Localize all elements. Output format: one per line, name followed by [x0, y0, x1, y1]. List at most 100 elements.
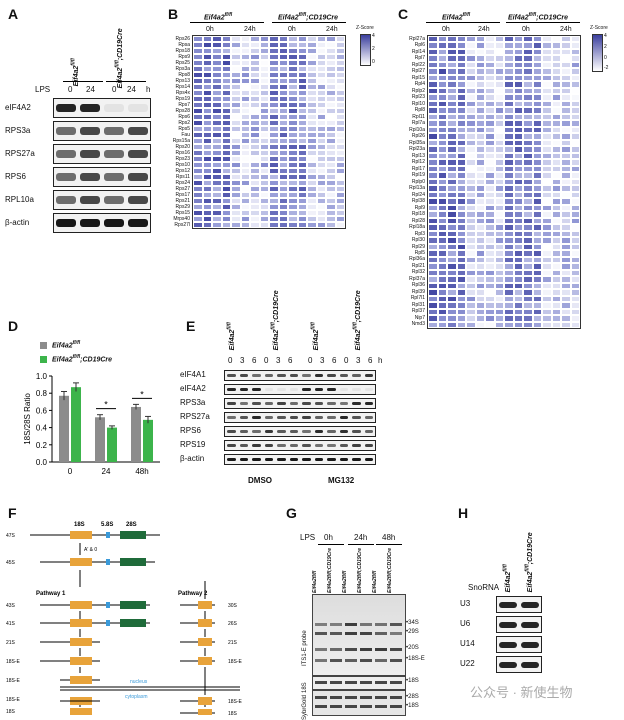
heatmap-cell — [240, 186, 250, 192]
heatmap-cell — [561, 55, 571, 62]
heatmap-cell — [428, 295, 438, 303]
heatmap-cell — [288, 78, 298, 84]
heatmap-cell — [202, 174, 212, 180]
heatmap-cell — [212, 144, 222, 150]
time-label: 24 — [127, 85, 136, 94]
gene-label: Rps27 — [175, 186, 190, 192]
heatmap-cell — [259, 162, 269, 168]
heatmap-cell — [212, 198, 222, 204]
heatmap-cell — [316, 66, 326, 72]
heatmap-cell — [561, 139, 571, 147]
heatmap-cell — [504, 295, 514, 303]
heatmap-cell — [466, 36, 476, 43]
heatmap-cell — [231, 216, 241, 222]
panel-d: Eif4a2fl/fl Eif4a2fl/fl;CD19Cre 0.0 0.2 0.… — [0, 330, 170, 490]
heatmap-cell — [504, 191, 514, 199]
gene-label: Rps9 — [178, 54, 190, 60]
heatmap-cell — [288, 66, 298, 72]
heatmap-cell — [504, 308, 514, 316]
heatmap-cell — [551, 48, 561, 56]
heatmap-cell — [570, 263, 580, 270]
heatmap-cell — [307, 216, 317, 222]
gel-band — [345, 705, 357, 708]
legend-label-ctrl: Eif4a2fl/fl — [52, 340, 81, 350]
heatmap-b — [192, 35, 346, 229]
18s-block — [70, 558, 92, 566]
heatmap-cell — [485, 107, 495, 114]
heatmap-cell — [523, 308, 533, 316]
heatmap-cell — [278, 108, 288, 114]
heatmap-cell — [456, 113, 466, 121]
heatmap-cell — [447, 48, 457, 56]
heatmap-cell — [494, 42, 504, 49]
heatmap-cell — [221, 114, 231, 120]
heatmap-cell — [250, 54, 260, 60]
heatmap-cell — [326, 174, 336, 180]
heatmap-cell — [466, 237, 476, 244]
heatmap-cell — [428, 185, 438, 192]
heatmap-cell — [542, 55, 552, 62]
heatmap-cell — [288, 60, 298, 66]
heatmap-cell — [307, 120, 317, 126]
heatmap-cell — [447, 217, 457, 225]
blot-band — [252, 443, 261, 448]
heatmap-cell — [494, 217, 504, 225]
gene-label: Rps8 — [178, 72, 190, 78]
heatmap-cell — [551, 243, 561, 251]
gel-band — [315, 696, 327, 699]
heatmap-cell — [532, 36, 542, 43]
blot-band — [56, 219, 76, 227]
heatmap-cell — [316, 156, 326, 162]
blot-strip — [496, 636, 542, 653]
gene-label: Nip7 — [414, 314, 425, 321]
heatmap-cell — [494, 269, 504, 277]
heatmap-cell — [202, 192, 212, 198]
heatmap-cell — [551, 302, 561, 309]
heatmap-cell — [221, 222, 231, 228]
heatmap-cell — [475, 204, 485, 212]
heatmap-cell — [212, 48, 222, 54]
lps-label: LPS — [35, 85, 51, 94]
time-label: 0 — [228, 356, 233, 365]
y-axis-label: 18S/28S Ratio — [23, 393, 32, 445]
heatmap-cell — [466, 308, 476, 316]
heatmap-cell — [513, 133, 523, 140]
time-label: 3 — [276, 356, 281, 365]
heatmap-cell — [561, 74, 571, 82]
gene-label: Mrps40 — [173, 216, 190, 222]
heatmap-cell — [221, 120, 231, 126]
heatmap-cell — [551, 204, 561, 212]
gene-label: Rpl12 — [411, 159, 425, 166]
heatmap-cell — [437, 302, 447, 309]
panel-a-label: A — [8, 6, 19, 22]
heatmap-cell — [513, 126, 523, 134]
heatmap-cell — [494, 321, 504, 328]
heatmap-cell — [428, 120, 438, 127]
heatmap-cell — [570, 185, 580, 192]
gene-label: Rpl10 — [411, 100, 425, 107]
heatmap-cell — [202, 78, 212, 84]
heatmap-cell — [259, 42, 269, 48]
heatmap-cell — [447, 308, 457, 316]
blot-band — [252, 457, 261, 462]
heatmap-cell — [428, 133, 438, 140]
heatmap-time: 0h — [442, 26, 450, 33]
heatmap-cell — [326, 216, 336, 222]
heatmap-cell — [456, 126, 466, 134]
heatmap-cell — [513, 269, 523, 277]
heatmap-cell — [269, 138, 279, 144]
heatmap-cell — [202, 222, 212, 228]
heatmap-cell — [240, 222, 250, 228]
heatmap-cell — [335, 222, 345, 228]
heatmap-cell — [307, 144, 317, 150]
heatmap-cell — [193, 60, 203, 66]
heatmap-cell — [542, 178, 552, 186]
heatmap-cell — [456, 36, 466, 43]
heatmap-cell — [231, 126, 241, 132]
heatmap-cell — [475, 133, 485, 140]
heatmap-cell — [485, 321, 495, 328]
heatmap-cell — [250, 66, 260, 72]
heatmap-cell — [231, 114, 241, 120]
heatmap-cell — [513, 217, 523, 225]
heatmap-cell — [542, 113, 552, 121]
